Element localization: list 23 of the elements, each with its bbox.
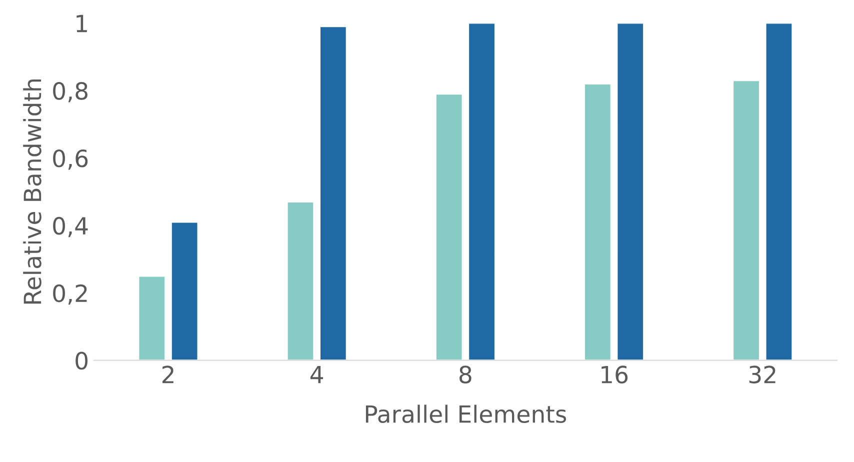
y-tick-label: 0,8 — [53, 82, 88, 102]
y-tick-label: 1 — [76, 14, 87, 32]
bar — [732, 80, 760, 360]
x-tick-label: 16 — [602, 366, 628, 384]
y-tick-label: 0,6 — [53, 149, 88, 170]
bar — [584, 83, 612, 360]
bar — [764, 23, 794, 360]
y-tick-label: 0 — [76, 352, 88, 370]
x-tick-label: 8 — [460, 366, 472, 384]
bar — [616, 23, 644, 360]
x-tick-label: 4 — [310, 366, 324, 384]
x-axis-title: Parallel Elements — [366, 404, 566, 424]
bar — [286, 201, 315, 360]
x-tick-label: 32 — [749, 366, 776, 384]
y-tick-label: 0,2 — [53, 284, 87, 305]
bar — [319, 26, 348, 360]
bar — [138, 275, 166, 360]
y-tick-label: 0,4 — [53, 216, 88, 238]
bar — [435, 93, 464, 360]
y-axis-title: Relative Bandwidth — [23, 80, 42, 304]
x-tick-label: 2 — [162, 366, 174, 384]
bar — [170, 221, 199, 360]
bar — [468, 23, 496, 360]
